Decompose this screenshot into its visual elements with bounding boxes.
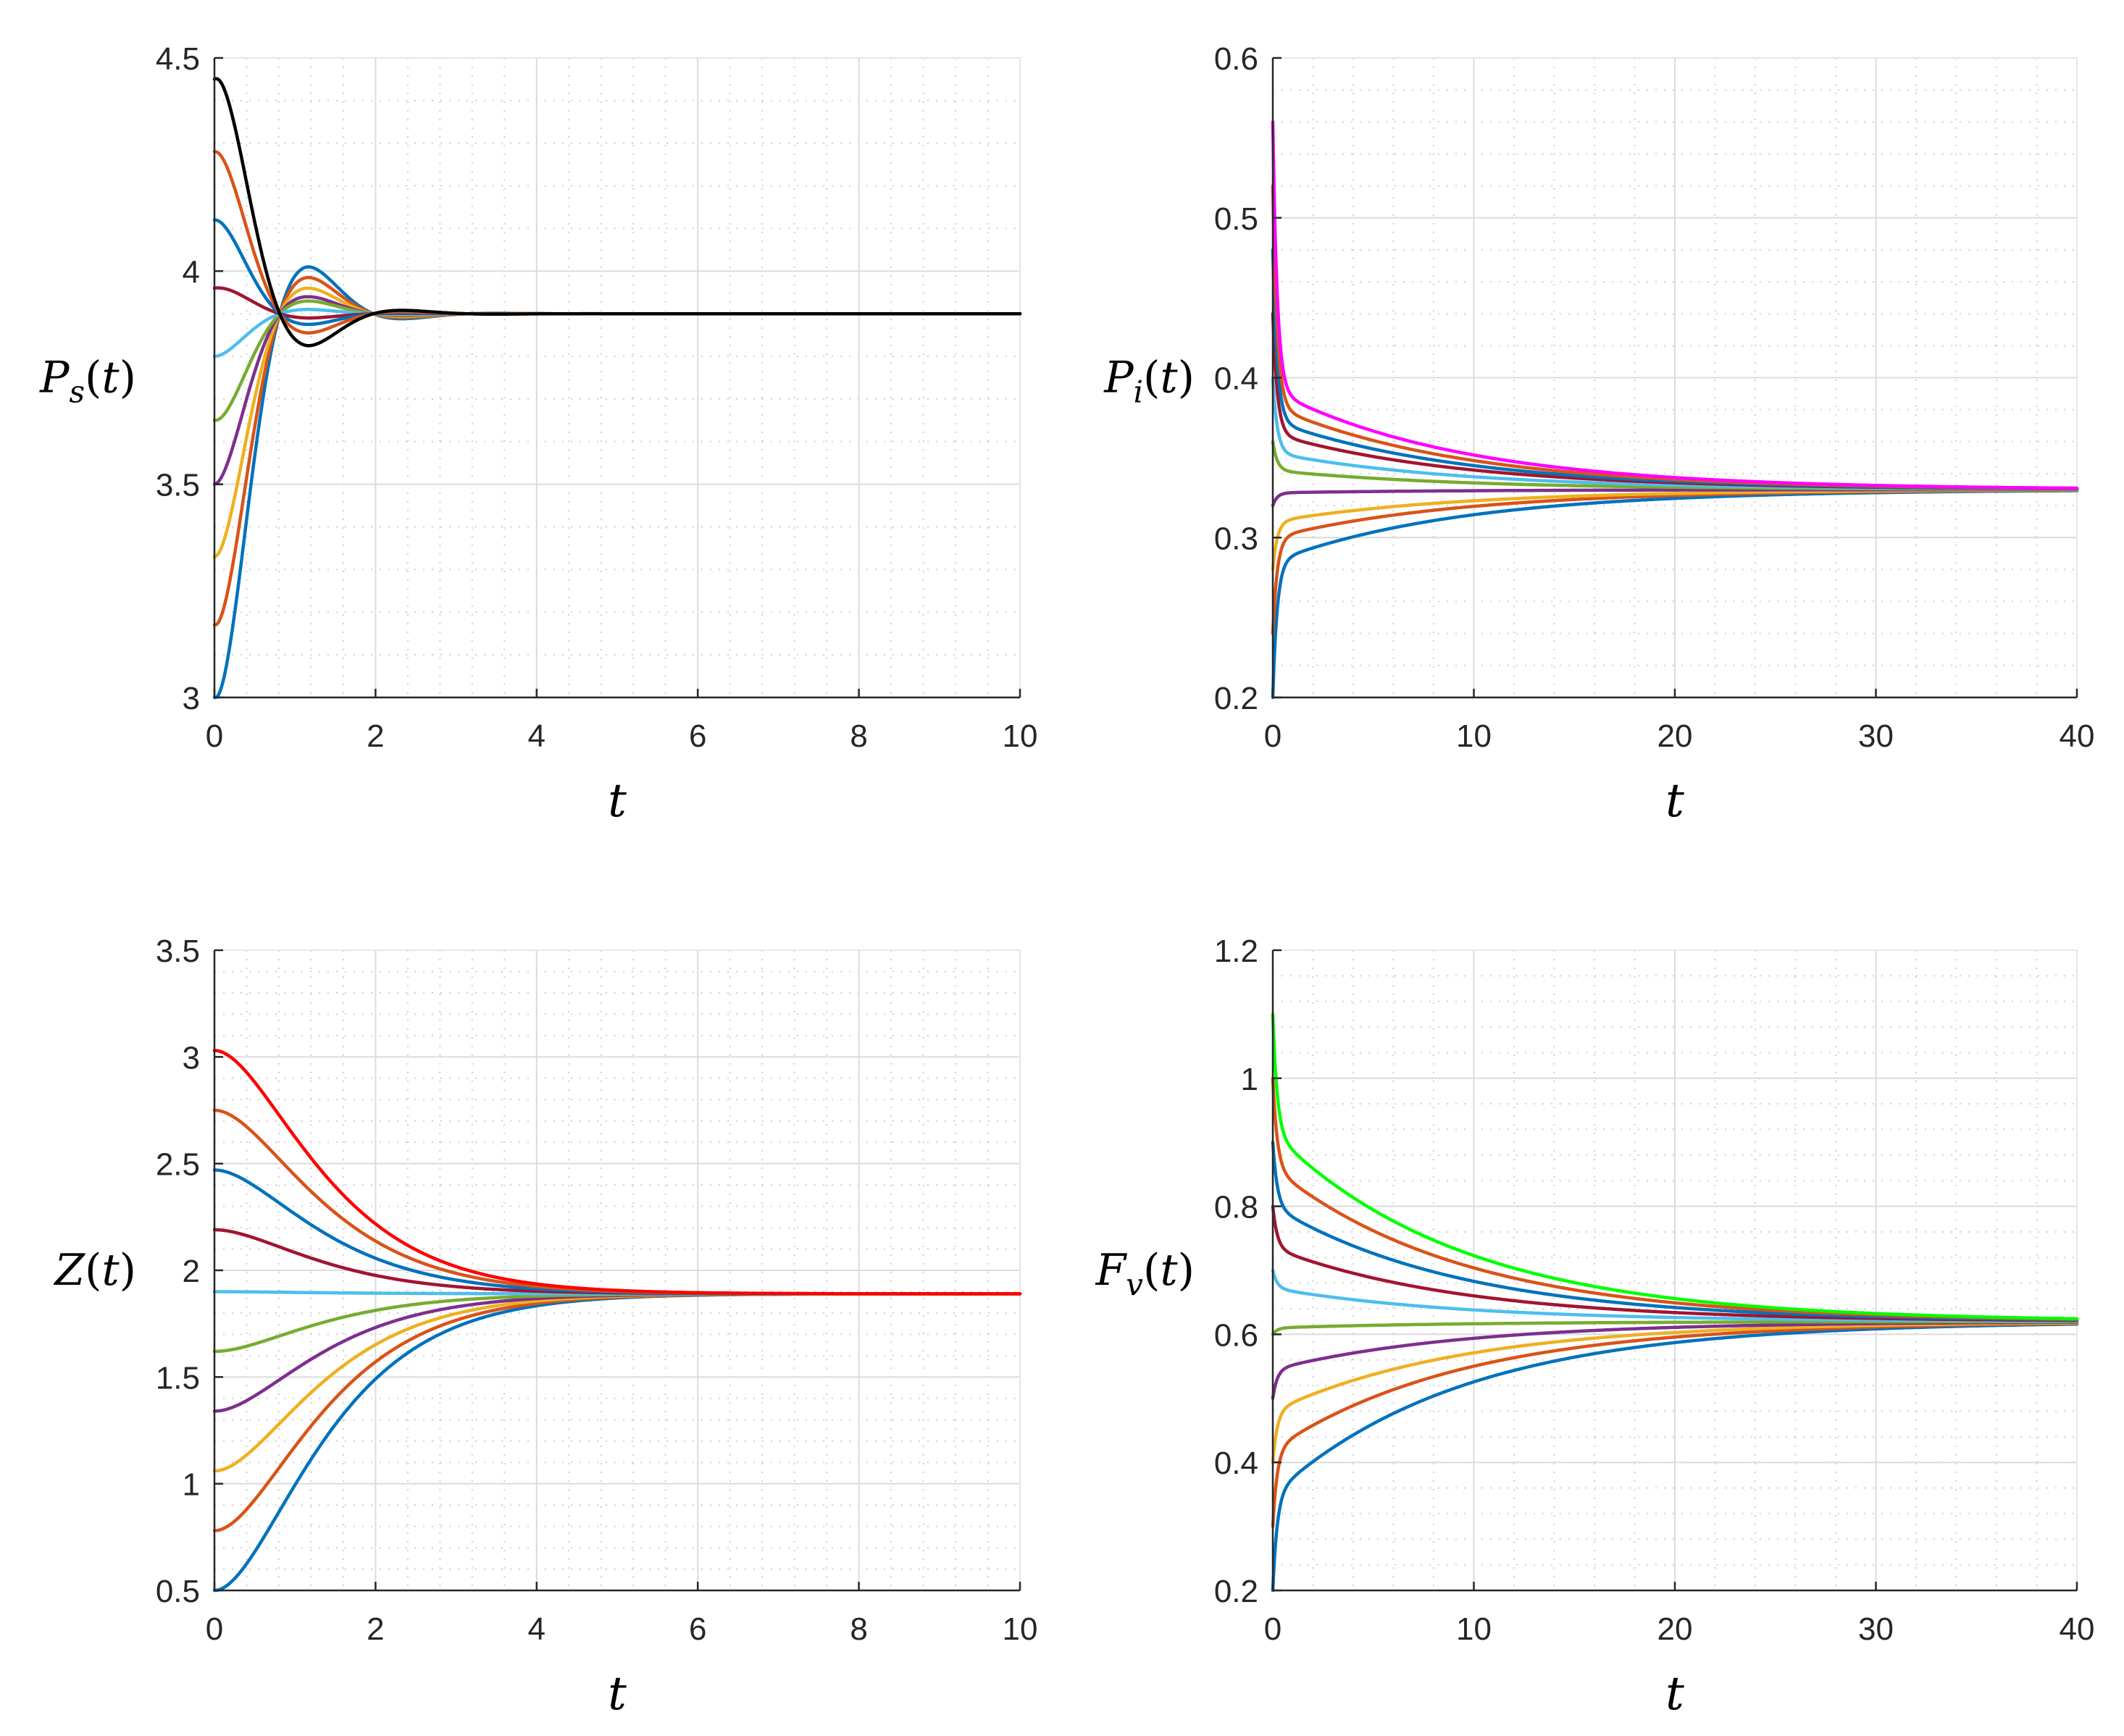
x-axis-label: t [1665, 774, 1684, 828]
x-tick-label: 20 [1657, 1611, 1693, 1647]
y-label-open-paren: ( [85, 353, 101, 403]
y-label-base: F [1095, 1245, 1128, 1296]
x-axis-label: t [608, 774, 627, 828]
y-label-subscript: v [1126, 1267, 1143, 1302]
y-axis-label: Pi(t) [1103, 353, 1195, 410]
x-tick-label: 10 [1456, 1611, 1492, 1647]
y-tick-label: 4 [183, 254, 200, 290]
x-tick-label: 4 [528, 1611, 545, 1647]
x-tick-label: 6 [689, 1611, 706, 1647]
y-tick-label: 4.5 [156, 41, 200, 77]
series-line-s3 [1271, 1321, 2079, 1464]
y-label-base: P [39, 353, 70, 403]
y-label-subscript: s [69, 374, 85, 410]
y-tick-label: 0.5 [156, 1574, 200, 1609]
y-label-close-paren: ) [120, 1245, 136, 1296]
y-tick-label: 0.6 [1214, 41, 1258, 77]
x-axis-label: t [608, 1667, 627, 1721]
y-tick-label: 1 [1241, 1062, 1258, 1097]
x-tick-label: 30 [1858, 718, 1894, 754]
series-line-s1 [1271, 1322, 2079, 1593]
y-tick-label: 1.5 [156, 1360, 200, 1396]
x-tick-label: 2 [367, 1611, 384, 1647]
y-label-subscript: i [1134, 374, 1143, 410]
series-line-s4 [1271, 1320, 2079, 1401]
x-tick-label: 40 [2060, 718, 2095, 754]
x-tick-label: 0 [1264, 1611, 1281, 1647]
x-tick-label: 2 [367, 718, 384, 754]
plot-area [214, 58, 1020, 697]
y-tick-label: 3.5 [156, 468, 200, 503]
x-tick-label: 8 [850, 718, 867, 754]
y-tick-label: 0.4 [1214, 361, 1258, 397]
series-line-s9 [1271, 1076, 2079, 1321]
y-label-variable: t [1160, 1245, 1178, 1296]
x-tick-label: 30 [1858, 1611, 1894, 1647]
y-label-open-paren: ( [1143, 353, 1160, 403]
y-label-close-paren: ) [1178, 1245, 1195, 1296]
panel-z: 0 2 4 6 8 100.511.522.533.5tZ(t) [53, 934, 1037, 1721]
y-tick-label: 0.2 [1214, 1574, 1258, 1609]
x-tick-label: 40 [2060, 1611, 2095, 1647]
y-tick-label: 3 [183, 1040, 200, 1075]
y-tick-label: 2.5 [156, 1147, 200, 1183]
y-tick-label: 0.3 [1214, 521, 1258, 556]
series-line-s10 [212, 77, 1022, 348]
y-axis-label: Z(t) [53, 1245, 136, 1296]
x-tick-label: 0 [206, 1611, 223, 1647]
series-line-s2 [1271, 1322, 2079, 1528]
x-tick-label: 10 [1003, 1611, 1038, 1647]
y-tick-label: 0.5 [1214, 201, 1258, 237]
y-label-open-paren: ( [85, 1245, 101, 1296]
y-axis-label: Ps(t) [39, 353, 136, 410]
y-label-variable: t [101, 1245, 120, 1296]
x-tick-label: 6 [689, 718, 706, 754]
x-axis-label: t [1665, 1667, 1684, 1721]
x-tick-label: 8 [850, 1611, 867, 1647]
x-tick-label: 20 [1657, 718, 1693, 754]
x-tick-label: 10 [1456, 718, 1492, 754]
y-label-base: Z [53, 1245, 85, 1296]
series-line-s8 [1271, 1140, 2079, 1322]
y-label-close-paren: ) [120, 353, 136, 403]
y-axis-label: Fv(t) [1095, 1245, 1195, 1302]
y-tick-label: 0.8 [1214, 1190, 1258, 1225]
x-tick-label: 0 [1264, 718, 1281, 754]
y-tick-label: 0.6 [1214, 1317, 1258, 1353]
y-label-close-paren: ) [1178, 353, 1195, 403]
y-tick-label: 0.2 [1214, 681, 1258, 716]
x-tick-label: 4 [528, 718, 545, 754]
series-line-s6 [1271, 1268, 2079, 1323]
x-tick-label: 0 [206, 718, 223, 754]
y-label-open-paren: ( [1143, 1245, 1160, 1296]
y-tick-label: 1 [183, 1467, 200, 1503]
series-line-s10 [1271, 1012, 2079, 1321]
y-tick-label: 0.4 [1214, 1446, 1258, 1481]
y-label-variable: t [101, 353, 120, 403]
y-label-variable: t [1160, 353, 1178, 403]
series-line-s10 [212, 1049, 1022, 1296]
y-tick-label: 3 [183, 681, 200, 716]
series-line-s7 [1271, 1204, 2079, 1322]
series-line-s5 [1271, 1320, 2079, 1336]
x-tick-label: 10 [1003, 718, 1038, 754]
y-tick-label: 2 [183, 1254, 200, 1289]
y-tick-label: 3.5 [156, 934, 200, 969]
series-line-s10 [1271, 120, 2079, 490]
y-tick-label: 1.2 [1214, 934, 1258, 969]
y-label-base: P [1103, 353, 1134, 403]
